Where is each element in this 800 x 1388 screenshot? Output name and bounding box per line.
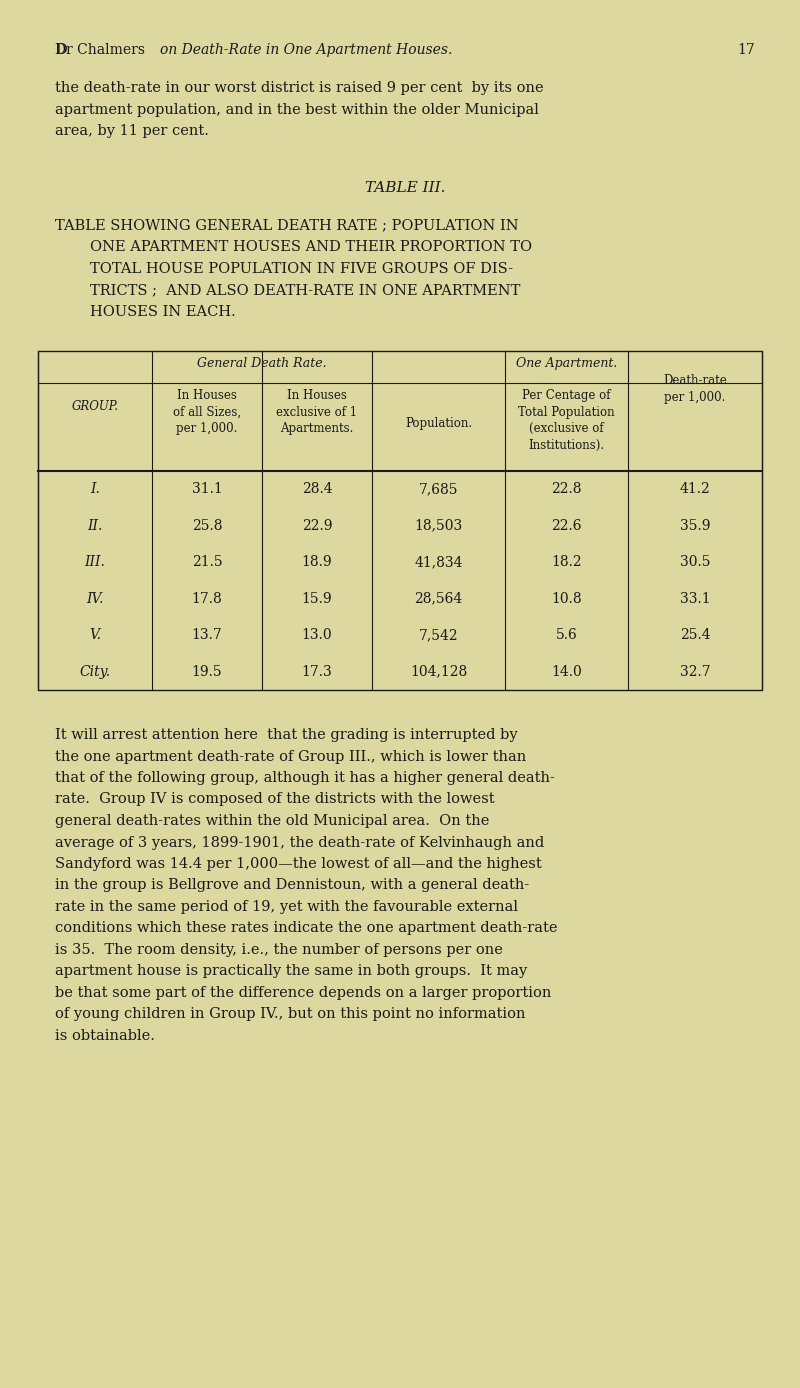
- Text: IV.: IV.: [86, 591, 104, 605]
- Text: 21.5: 21.5: [192, 555, 222, 569]
- Text: 41,834: 41,834: [414, 555, 462, 569]
- Text: is 35.  The room density, i.e., the number of persons per one: is 35. The room density, i.e., the numbe…: [55, 942, 503, 956]
- Text: II.: II.: [87, 519, 102, 533]
- Text: V.: V.: [89, 629, 101, 643]
- Text: is obtainable.: is obtainable.: [55, 1029, 155, 1042]
- Text: the death-rate in our worst district is raised 9 per cent  by its one: the death-rate in our worst district is …: [55, 81, 544, 94]
- Text: D: D: [55, 43, 66, 57]
- Text: General Death Rate.: General Death Rate.: [197, 357, 327, 371]
- Text: 17.8: 17.8: [192, 591, 222, 605]
- Text: Sandyford was 14.4 per 1,000—the lowest of all—and the highest: Sandyford was 14.4 per 1,000—the lowest …: [55, 856, 542, 872]
- Text: Per Centage of
Total Population
(exclusive of
Institutions).: Per Centage of Total Population (exclusi…: [518, 389, 615, 451]
- Text: 17: 17: [738, 43, 755, 57]
- Text: apartment house is practically the same in both groups.  It may: apartment house is practically the same …: [55, 965, 527, 979]
- Text: GROUP.: GROUP.: [71, 400, 118, 412]
- Text: conditions which these rates indicate the one apartment death-rate: conditions which these rates indicate th…: [55, 922, 558, 936]
- Text: 18.9: 18.9: [302, 555, 332, 569]
- Text: One Apartment.: One Apartment.: [516, 357, 618, 371]
- Bar: [38, 351, 762, 690]
- Text: apartment population, and in the best within the older Municipal: apartment population, and in the best wi…: [55, 103, 539, 117]
- Text: the one apartment death-rate of Group III., which is lower than: the one apartment death-rate of Group II…: [55, 750, 526, 763]
- Text: 32.7: 32.7: [680, 665, 710, 679]
- Text: rate.  Group IV is composed of the districts with the lowest: rate. Group IV is composed of the distri…: [55, 793, 494, 806]
- Text: I.: I.: [90, 482, 100, 497]
- Text: 15.9: 15.9: [302, 591, 332, 605]
- Text: 35.9: 35.9: [680, 519, 710, 533]
- Text: average of 3 years, 1899-1901, the death-rate of Kelvinhaugh and: average of 3 years, 1899-1901, the death…: [55, 836, 544, 849]
- Text: 25.4: 25.4: [680, 629, 710, 643]
- Text: 31.1: 31.1: [192, 482, 222, 497]
- Text: that of the following group, although it has a higher general death-: that of the following group, although it…: [55, 770, 555, 786]
- Text: TRICTS ;  AND ALSO DEATH-RATE IN ONE APARTMENT: TRICTS ; AND ALSO DEATH-RATE IN ONE APAR…: [90, 283, 520, 297]
- Text: 22.6: 22.6: [551, 519, 582, 533]
- Text: 22.9: 22.9: [302, 519, 332, 533]
- Text: Dr Chalmers: Dr Chalmers: [55, 43, 150, 57]
- Text: 14.0: 14.0: [551, 665, 582, 679]
- Text: of young children in Group IV., but on this point no information: of young children in Group IV., but on t…: [55, 1008, 526, 1022]
- Text: general death-rates within the old Municipal area.  On the: general death-rates within the old Munic…: [55, 813, 490, 829]
- Text: 33.1: 33.1: [680, 591, 710, 605]
- Text: 19.5: 19.5: [192, 665, 222, 679]
- Text: Population.: Population.: [405, 416, 472, 429]
- Text: 13.0: 13.0: [302, 629, 332, 643]
- Text: TABLE III.: TABLE III.: [365, 180, 446, 194]
- Text: 13.7: 13.7: [192, 629, 222, 643]
- Text: Death-rate
per 1,000.: Death-rate per 1,000.: [663, 373, 727, 404]
- Text: City.: City.: [79, 665, 110, 679]
- Text: In Houses
exclusive of 1
Apartments.: In Houses exclusive of 1 Apartments.: [277, 389, 358, 434]
- Text: 28,564: 28,564: [414, 591, 462, 605]
- Text: In Houses
of all Sizes,
per 1,000.: In Houses of all Sizes, per 1,000.: [173, 389, 241, 434]
- Text: on Death-Rate in One Apartment Houses.: on Death-Rate in One Apartment Houses.: [160, 43, 452, 57]
- Text: 30.5: 30.5: [680, 555, 710, 569]
- Text: 18,503: 18,503: [414, 519, 462, 533]
- Text: in the group is Bellgrove and Dennistoun, with a general death-: in the group is Bellgrove and Dennistoun…: [55, 879, 530, 892]
- Text: ONE APARTMENT HOUSES AND THEIR PROPORTION TO: ONE APARTMENT HOUSES AND THEIR PROPORTIO…: [90, 240, 532, 254]
- Text: It will arrest attention here  that the grading is interrupted by: It will arrest attention here that the g…: [55, 727, 518, 743]
- Text: HOUSES IN EACH.: HOUSES IN EACH.: [90, 304, 236, 318]
- Text: 25.8: 25.8: [192, 519, 222, 533]
- Text: 5.6: 5.6: [556, 629, 578, 643]
- Text: 22.8: 22.8: [551, 482, 582, 497]
- Text: 104,128: 104,128: [410, 665, 467, 679]
- Text: 18.2: 18.2: [551, 555, 582, 569]
- Text: III.: III.: [85, 555, 106, 569]
- Text: TABLE SHOWING GENERAL DEATH RATE ; POPULATION IN: TABLE SHOWING GENERAL DEATH RATE ; POPUL…: [55, 218, 518, 233]
- Text: 7,542: 7,542: [418, 629, 458, 643]
- Text: 28.4: 28.4: [302, 482, 332, 497]
- Text: 7,685: 7,685: [418, 482, 458, 497]
- Text: be that some part of the difference depends on a larger proportion: be that some part of the difference depe…: [55, 985, 551, 999]
- Text: 41.2: 41.2: [680, 482, 710, 497]
- Text: 17.3: 17.3: [302, 665, 332, 679]
- Text: rate in the same period of 19, yet with the favourable external: rate in the same period of 19, yet with …: [55, 899, 518, 915]
- Text: TOTAL HOUSE POPULATION IN FIVE GROUPS OF DIS-: TOTAL HOUSE POPULATION IN FIVE GROUPS OF…: [90, 261, 513, 275]
- Text: area, by 11 per cent.: area, by 11 per cent.: [55, 124, 209, 137]
- Text: 10.8: 10.8: [551, 591, 582, 605]
